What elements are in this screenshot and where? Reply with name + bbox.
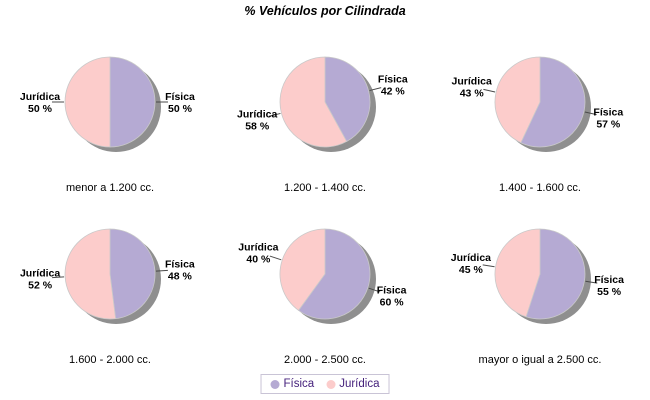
chart-title: % Vehículos por Cilindrada — [244, 4, 406, 18]
slice-label-value: 60 % — [380, 297, 405, 309]
pie-caption: 1.400 - 1.600 cc. — [499, 182, 581, 194]
slice-label-value: 58 % — [245, 120, 270, 132]
slice-label-value: 40 % — [246, 253, 271, 265]
legend-label-fisica: Física — [283, 378, 315, 390]
label-leader-line — [368, 287, 381, 293]
legend-item-juridica: Jurídica — [326, 378, 379, 390]
slice-label-name: Física — [378, 74, 408, 86]
slice-label-value: 43 % — [460, 88, 485, 100]
pie-caption: 1.200 - 1.400 cc. — [284, 182, 366, 194]
pie-slice-jurídica — [494, 56, 541, 144]
slice-label-value: 45 % — [459, 264, 484, 276]
label-leader-line — [52, 276, 65, 279]
label-leader-line — [585, 280, 598, 284]
pie-cell-1: Física 50 % Jurídica 50 % menor a 1.200 cc. — [2, 32, 218, 200]
pie-cell-4: Física 48 % Jurídica 52 % 1.600 - 2.000 cc. — [2, 204, 218, 372]
pie-slice-física — [297, 228, 371, 320]
pie-cell-3: Física 57 % Jurídica 43 % 1.400 - 1.600 cc. — [432, 32, 648, 200]
slice-label-value: 50 % — [28, 103, 53, 115]
pie-caption: menor a 1.200 cc. — [65, 182, 155, 194]
slice-label-value: 50 % — [168, 103, 193, 115]
pie-caption: mayor o igual a 2.500 cc. — [478, 354, 602, 366]
label-leader-line — [268, 112, 281, 117]
label-leader-line — [155, 269, 168, 272]
pie-slice-física — [324, 56, 371, 142]
slice-label-name: Física — [594, 274, 624, 286]
slice-label-value: 48 % — [168, 271, 193, 283]
pie-cell-6: Física 55 % Jurídica 45 % mayor o igual a 2… — [432, 204, 648, 372]
slice-label-value: 55 % — [597, 286, 622, 298]
slice-label-name: Jurídica — [452, 76, 492, 88]
slice-label-name: Física — [165, 91, 195, 103]
pie-slice-jurídica — [494, 228, 541, 318]
legend-label-juridica: Jurídica — [339, 378, 380, 390]
label-leader-line — [269, 255, 282, 261]
slice-label-name: Física — [593, 106, 623, 118]
pie-slice-jurídica — [64, 228, 117, 320]
slice-label-name: Jurídica — [451, 252, 491, 264]
label-leader-line — [483, 88, 496, 93]
legend: Física Jurídica — [260, 374, 390, 394]
label-leader-line — [482, 264, 495, 268]
pie-slice-física — [520, 56, 586, 148]
slice-label-name: Jurídica — [20, 91, 60, 103]
pie-slice-jurídica — [279, 56, 348, 148]
pie-slice-jurídica — [64, 56, 111, 148]
fisica-swatch-icon — [270, 379, 280, 389]
pie-caption: 1.600 - 2.000 cc. — [69, 354, 151, 366]
slice-label-name: Física — [165, 259, 195, 271]
pie-slice-física — [109, 56, 156, 148]
pie-cell-5: Física 60 % Jurídica 40 % 2.000 - 2.500 cc. — [217, 204, 433, 372]
slice-label-value: 42 % — [381, 86, 406, 98]
slice-label-value: 57 % — [596, 118, 621, 130]
slice-label-name: Jurídica — [237, 108, 277, 120]
pie-caption: 2.000 - 2.500 cc. — [284, 354, 366, 366]
pie-slice-física — [109, 228, 156, 320]
slice-label-value: 52 % — [28, 279, 53, 291]
label-leader-line — [369, 87, 382, 92]
slice-label-name: Jurídica — [20, 267, 60, 279]
pie-slice-jurídica — [279, 228, 326, 311]
juridica-swatch-icon — [326, 379, 336, 389]
pie-slice-física — [525, 228, 586, 320]
slice-label-name: Jurídica — [238, 241, 278, 253]
label-leader-line — [584, 111, 597, 116]
legend-item-fisica: Física — [270, 378, 315, 390]
pie-cell-2: Física 42 % Jurídica 58 % 1.200 - 1.400 cc. — [217, 32, 433, 200]
slice-label-name: Física — [377, 285, 407, 297]
